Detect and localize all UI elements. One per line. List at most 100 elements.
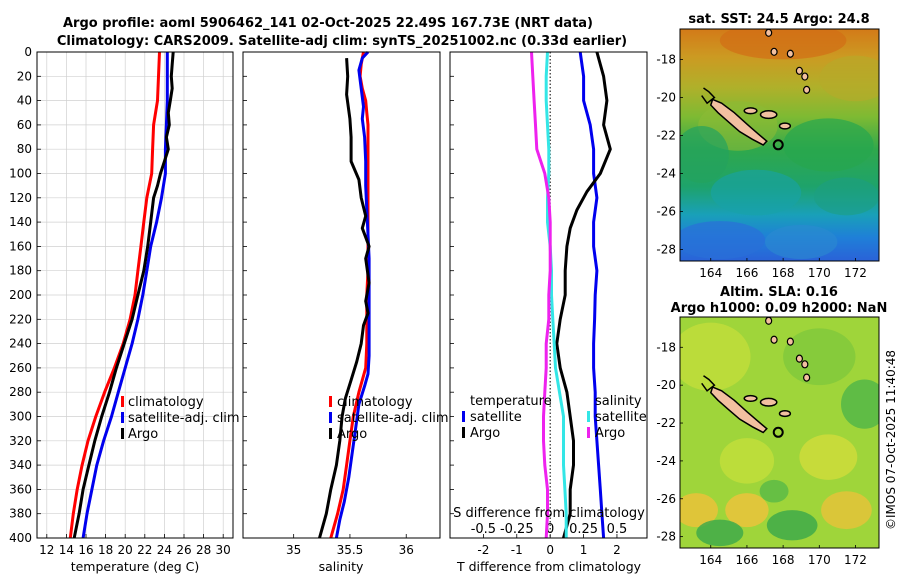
legend-heading-salinity: salinity bbox=[595, 394, 642, 409]
temperature-legend: climatology satellite-adj. clim Argo bbox=[121, 395, 240, 442]
vanuatu-island bbox=[803, 373, 811, 382]
depth-tick-label: 0 bbox=[24, 45, 32, 59]
depth-tick-label: 140 bbox=[9, 215, 32, 229]
map-field-patch bbox=[759, 479, 789, 503]
sla-map: 164 166 168 170 172 -18 -20 -22 -24 -26 -28 bbox=[656, 316, 880, 567]
map-field-patch bbox=[783, 328, 856, 386]
depth-tick-label: 180 bbox=[9, 264, 32, 278]
salinity-tick-label: 35.5 bbox=[337, 543, 364, 557]
reef-outline bbox=[701, 375, 716, 392]
legend-label-t-satellite: satellite bbox=[470, 410, 522, 425]
difference-xlabel-salinity: S difference from climatology bbox=[453, 506, 645, 521]
map-field-patch bbox=[841, 379, 879, 429]
difference-panel: -2 -1 0 1 2 -0.5 -0.25 0 0.25 0.5 bbox=[450, 51, 627, 557]
figure-title-line2: Climatology: CARS2009. Satellite-adj cli… bbox=[57, 34, 627, 49]
depth-tick-label: 260 bbox=[9, 361, 32, 375]
map-latitude-tick-label: -28 bbox=[656, 530, 676, 544]
legend-swatch-argo bbox=[121, 428, 124, 439]
vanuatu-island bbox=[803, 85, 811, 94]
map-latitude-tick-label: -28 bbox=[656, 243, 676, 257]
salinity-difference-tick-label: -0.25 bbox=[500, 522, 534, 537]
loyalty-island bbox=[743, 394, 758, 403]
map-latitude-tick-label: -22 bbox=[656, 416, 676, 430]
map-field-patch bbox=[719, 29, 847, 60]
temperature-axes-frame bbox=[36, 51, 234, 539]
difference-legend-salinity: salinity satellite Argo bbox=[587, 394, 647, 441]
map-field-patch bbox=[680, 322, 751, 391]
depth-tick-label: 100 bbox=[9, 167, 32, 181]
loyalty-island bbox=[759, 397, 778, 407]
difference-xlabel-temperature: T difference from climatology bbox=[456, 559, 642, 574]
salinity-tick-label: 36 bbox=[399, 543, 414, 557]
map-latitude-tick-label: -24 bbox=[656, 167, 676, 181]
map-latitude-tick-label: -24 bbox=[656, 454, 676, 468]
argo-position-marker bbox=[772, 139, 784, 151]
salinity-xlabel: salinity bbox=[319, 559, 364, 574]
map-latitude-tick-label: -26 bbox=[656, 205, 676, 219]
legend-label-argo: Argo bbox=[337, 427, 367, 442]
depth-tick-label: 340 bbox=[9, 458, 32, 472]
legend-label-satellite: satellite-adj. clim bbox=[337, 411, 449, 426]
map-longitude-tick-label: 170 bbox=[808, 553, 831, 567]
map-field-patch bbox=[680, 221, 766, 260]
map-field-patch bbox=[813, 177, 879, 216]
legend-label-s-satellite: satellite bbox=[595, 410, 647, 425]
map-longitude-tick-label: 164 bbox=[699, 266, 722, 280]
difference-axes-frame bbox=[449, 51, 648, 539]
legend-heading-temperature: temperature bbox=[470, 394, 552, 409]
sst-map-title: sat. SST: 24.5 Argo: 24.8 bbox=[688, 12, 869, 27]
vanuatu-island bbox=[801, 72, 809, 81]
new-caledonia-landmass bbox=[709, 98, 768, 146]
argo-position-marker bbox=[772, 426, 784, 438]
vanuatu-island bbox=[765, 317, 773, 325]
map-latitude-tick-label: -18 bbox=[656, 340, 676, 354]
legend-swatch-s-argo bbox=[587, 427, 590, 438]
sst-map-ticks: 164 166 168 170 172 -18 -20 -22 -24 -26 -28 bbox=[656, 52, 867, 280]
temperature-series-argo bbox=[72, 51, 175, 539]
temperature-tick-label: 18 bbox=[98, 543, 113, 557]
legend-swatch-argo bbox=[329, 428, 332, 439]
sla-map-ticks: 164 166 168 170 172 -18 -20 -22 -24 -26 -28 bbox=[656, 340, 867, 567]
sst-coastline bbox=[701, 29, 811, 151]
legend-swatch-satellite bbox=[121, 412, 124, 423]
salinity-series-satellite-adj-clim bbox=[334, 50, 371, 539]
salinity-difference-tick-label: 0.25 bbox=[569, 522, 598, 537]
map-latitude-tick-label: -20 bbox=[656, 378, 676, 392]
map-latitude-tick-label: -22 bbox=[656, 128, 676, 142]
legend-swatch-climatology bbox=[329, 396, 332, 407]
difference-series-salinity-satellite bbox=[544, 51, 568, 538]
depth-tick-label: 120 bbox=[9, 191, 32, 205]
temperature-difference-tick-label: 1 bbox=[580, 543, 588, 557]
depth-tick-label: 300 bbox=[9, 410, 32, 424]
depth-tick-label: 220 bbox=[9, 312, 32, 326]
salinity-difference-tick-label: 0 bbox=[546, 522, 554, 537]
vanuatu-island bbox=[795, 66, 804, 75]
vanuatu-island bbox=[765, 29, 773, 37]
map-field-patch bbox=[766, 510, 818, 541]
sla-field-texture bbox=[680, 322, 879, 547]
legend-label-t-argo: Argo bbox=[470, 426, 500, 441]
sla-map-title-line1: Altim. SLA: 0.16 bbox=[720, 285, 838, 300]
loyalty-island bbox=[743, 107, 758, 115]
map-field-patch bbox=[680, 493, 718, 528]
map-field-patch bbox=[783, 118, 874, 172]
temperature-tick-label: 20 bbox=[118, 543, 133, 557]
temperature-difference-tick-label: -2 bbox=[477, 543, 489, 557]
vanuatu-island bbox=[786, 337, 794, 346]
legend-label-satellite: satellite-adj. clim bbox=[128, 411, 240, 426]
legend-swatch-t-satellite bbox=[462, 411, 465, 422]
sst-field-texture bbox=[680, 29, 879, 260]
temperature-tick-label: 30 bbox=[216, 543, 231, 557]
loyalty-island bbox=[759, 110, 778, 120]
map-field-patch bbox=[821, 491, 872, 530]
vanuatu-island bbox=[795, 354, 804, 363]
depth-tick-label: 200 bbox=[9, 288, 32, 302]
map-field-patch bbox=[696, 519, 744, 547]
difference-series-salinity-argo bbox=[530, 51, 552, 539]
depth-tick-label: 240 bbox=[9, 337, 32, 351]
difference-series-temperature-satellite bbox=[578, 51, 606, 539]
temperature-xlabel: temperature (deg C) bbox=[71, 559, 200, 574]
map-longitude-tick-label: 166 bbox=[735, 266, 758, 280]
depth-tick-label: 320 bbox=[9, 434, 32, 448]
